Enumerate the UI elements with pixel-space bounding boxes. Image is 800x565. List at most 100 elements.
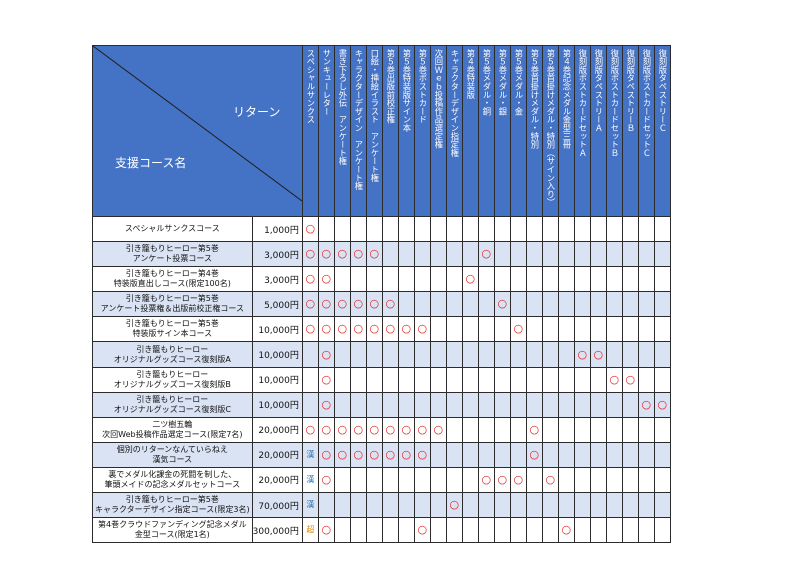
return-mark-cell xyxy=(541,215,559,243)
return-mark-cell xyxy=(397,391,415,418)
return-mark-cell: ○ xyxy=(333,316,351,343)
return-mark-cell xyxy=(477,391,495,418)
return-mark-cell xyxy=(477,316,495,343)
return-mark-cell xyxy=(493,441,511,468)
return-column-label: キャラクターデザイン指定権 xyxy=(449,49,460,157)
return-mark-cell xyxy=(413,466,431,494)
return-mark-cell xyxy=(461,466,479,494)
return-column-label: 復刻版タペストリーＡ xyxy=(593,49,604,132)
return-mark-cell xyxy=(509,266,527,293)
return-mark-cell xyxy=(413,266,431,293)
return-mark-cell xyxy=(605,241,623,268)
return-mark-cell: ○ xyxy=(477,241,495,268)
course-name-line: 第4巻クラウドファンディング記念メダル xyxy=(98,520,247,530)
return-mark-cell xyxy=(301,341,319,368)
return-mark-cell xyxy=(637,492,655,519)
return-mark-cell xyxy=(653,366,671,393)
return-mark-cell xyxy=(573,366,591,393)
return-mark-cell xyxy=(637,215,655,243)
return-column-label: 次回Ｗｅｂ投稿作品選定権 xyxy=(433,49,444,149)
return-column-header: 復刻版タペストリーＣ xyxy=(653,45,671,217)
return-mark-cell xyxy=(381,366,399,393)
return-mark-cell xyxy=(381,266,399,293)
return-mark-cell xyxy=(557,291,575,318)
return-mark-cell xyxy=(477,441,495,468)
return-mark-cell xyxy=(349,517,367,544)
return-mark-cell xyxy=(589,215,607,243)
return-mark-cell xyxy=(333,341,351,368)
return-mark-cell xyxy=(589,291,607,318)
return-mark-cell xyxy=(429,391,447,418)
course-name-line: 金型コース(限定1名) xyxy=(134,530,210,540)
table-row: 引き籠もりヒーロー オリジナルグッズコース復刻版A 10,000円 ○ ○ ○ xyxy=(92,341,671,368)
return-mark-cell: ○ xyxy=(413,517,431,544)
return-mark-cell xyxy=(653,316,671,343)
return-mark-cell xyxy=(573,266,591,293)
return-mark-cell xyxy=(525,391,543,418)
return-column-header: サンキューレター xyxy=(317,45,335,217)
return-mark-cell: ○ xyxy=(301,316,319,343)
return-mark-cell xyxy=(621,241,639,268)
return-column-header: 第５巻メダル・銅 xyxy=(477,45,495,217)
return-mark-cell xyxy=(397,366,415,393)
price-cell: 3,000円 xyxy=(251,241,303,268)
return-mark-cell xyxy=(589,316,607,343)
table-row: 引き籠もりヒーロー第5巻 アンケート投票権＆出版前校正権コース 5,000円 ○ ○ ○ ○… xyxy=(92,291,671,318)
course-name-line: オリジナルグッズコース復刻版A xyxy=(113,354,231,364)
table-row: 二ツ樹五輪 次回Web投稿作品選定コース(限定7名) 20,000円 ○ ○ ○ ○ ○ ○ ○ ○… xyxy=(92,416,671,443)
course-name-line: 特装版サイン本コース xyxy=(132,329,213,339)
return-mark-cell xyxy=(493,391,511,418)
return-mark-cell xyxy=(397,241,415,268)
price-cell: 10,000円 xyxy=(251,366,303,393)
price-cell: 10,000円 xyxy=(251,341,303,368)
return-mark-cell xyxy=(365,492,383,519)
return-column-label: 書き下ろし外伝 アンケート権 xyxy=(337,49,348,166)
return-mark-cell xyxy=(445,316,463,343)
return-mark-cell xyxy=(589,492,607,519)
return-mark-cell xyxy=(541,341,559,368)
course-name-line: 引き籠もりヒーロー第5巻 xyxy=(125,294,219,304)
return-mark-cell xyxy=(525,492,543,519)
return-mark-cell xyxy=(461,391,479,418)
return-mark-cell xyxy=(413,492,431,519)
return-mark-cell xyxy=(445,466,463,494)
return-mark-cell: ○ xyxy=(317,391,335,418)
course-name-line: オリジナルグッズコース復刻版B xyxy=(113,379,231,389)
return-mark-cell xyxy=(589,441,607,468)
return-mark-cell: ○ xyxy=(301,215,319,243)
return-mark-cell xyxy=(333,366,351,393)
return-column-label: 復刻版ポストカードセットＣ xyxy=(641,49,652,157)
course-name-line: オリジナルグッズコース復刻版C xyxy=(113,404,231,414)
return-column-header: 復刻版ポストカードセットＣ xyxy=(637,45,655,217)
return-mark-cell xyxy=(333,215,351,243)
table-row: 引き籠もりヒーロー オリジナルグッズコース復刻版B 10,000円 ○ ○ ○ xyxy=(92,366,671,393)
return-column-header: 書き下ろし外伝 アンケート権 xyxy=(333,45,351,217)
return-mark-cell xyxy=(445,241,463,268)
return-mark-cell xyxy=(349,492,367,519)
return-mark-cell xyxy=(317,492,335,519)
return-mark-cell xyxy=(557,215,575,243)
return-mark-cell xyxy=(637,416,655,443)
return-mark-cell xyxy=(637,466,655,494)
return-mark-cell xyxy=(621,492,639,519)
return-mark-cell: ○ xyxy=(301,291,319,318)
return-column-label: サンキューレター xyxy=(321,49,332,116)
return-mark-cell xyxy=(429,291,447,318)
return-column-label: 第５巻ポストカード xyxy=(417,49,428,124)
return-mark-cell xyxy=(605,466,623,494)
return-column-header: 第５巻メダル・銀 xyxy=(493,45,511,217)
course-name-line: 次回Web投稿作品選定コース(限定7名) xyxy=(102,429,243,439)
return-mark-cell: ○ xyxy=(317,341,335,368)
return-mark-cell xyxy=(525,466,543,494)
return-mark-cell xyxy=(573,492,591,519)
return-mark-cell: ○ xyxy=(333,416,351,443)
return-mark-cell: ○ xyxy=(317,441,335,468)
return-column-label: 復刻版タペストリーＢ xyxy=(625,49,636,132)
return-mark-cell xyxy=(477,291,495,318)
return-column-label: 第４巻特装版 xyxy=(465,49,476,99)
return-mark-cell: 超 xyxy=(301,517,319,544)
return-mark-cell xyxy=(573,441,591,468)
return-mark-cell: ○ xyxy=(525,416,543,443)
return-mark-cell xyxy=(477,366,495,393)
return-mark-cell: ○ xyxy=(397,416,415,443)
